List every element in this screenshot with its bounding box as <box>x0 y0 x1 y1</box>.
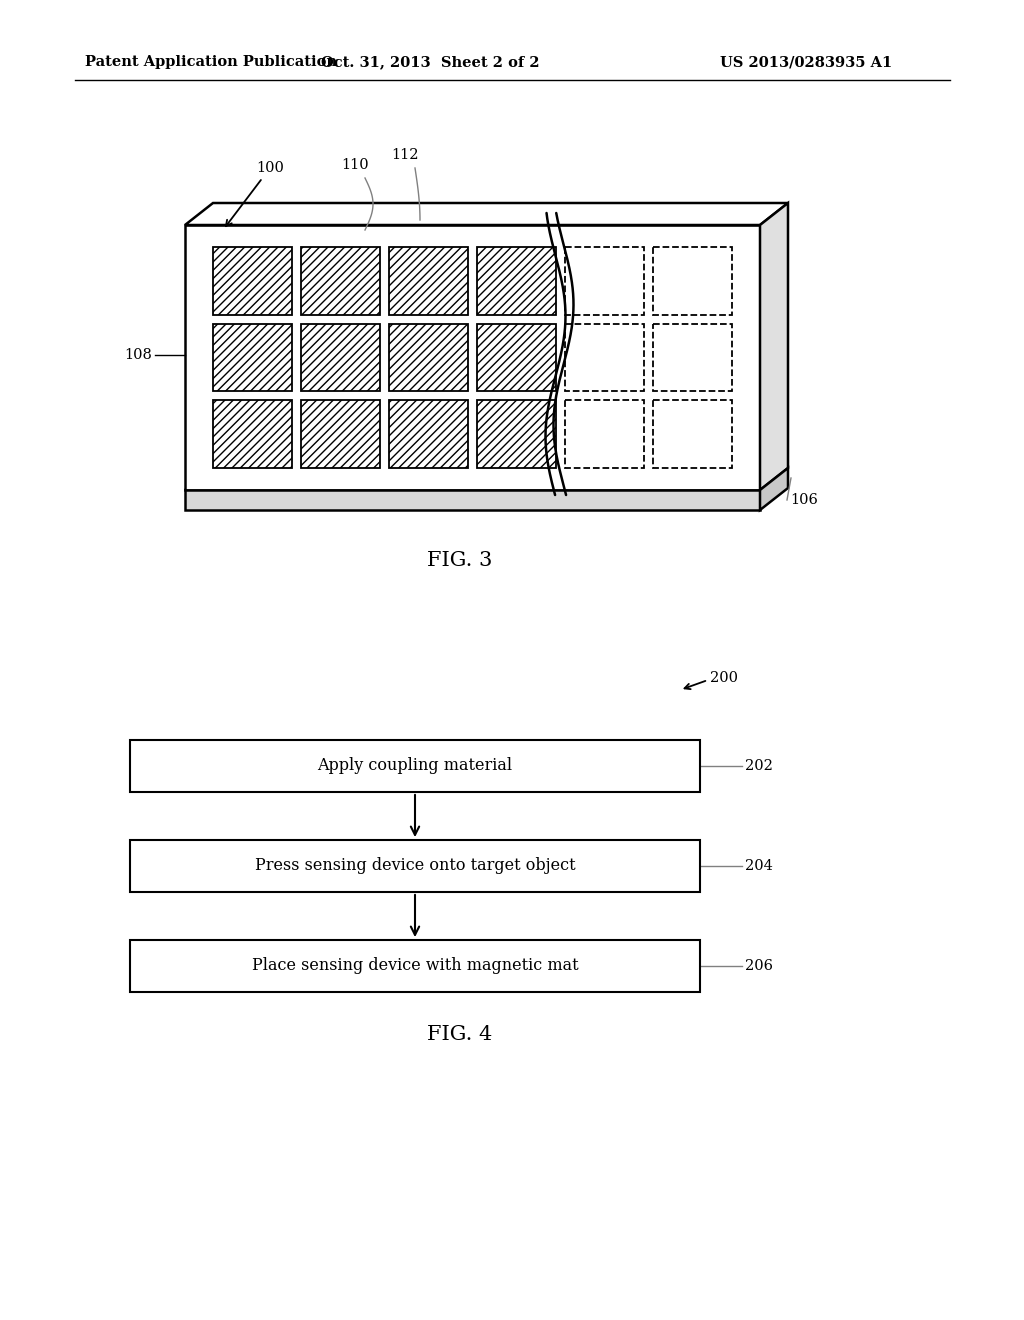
Polygon shape <box>185 203 788 224</box>
Text: Place sensing device with magnetic mat: Place sensing device with magnetic mat <box>252 957 579 974</box>
Text: 106: 106 <box>790 492 818 507</box>
Text: Apply coupling material: Apply coupling material <box>317 758 513 775</box>
Bar <box>213 323 292 391</box>
Bar <box>477 247 556 314</box>
Text: 112: 112 <box>391 148 419 162</box>
Bar <box>301 323 380 391</box>
Bar <box>389 323 468 391</box>
Bar <box>213 400 292 469</box>
Bar <box>130 940 700 993</box>
Bar <box>130 840 700 892</box>
Text: 202: 202 <box>745 759 773 774</box>
Bar <box>477 323 556 391</box>
Bar <box>389 247 468 314</box>
Bar <box>477 400 556 469</box>
Text: 110: 110 <box>341 158 369 172</box>
Bar <box>213 323 292 391</box>
Bar <box>565 247 644 314</box>
Bar <box>477 247 556 314</box>
Bar <box>477 400 556 469</box>
Bar <box>565 400 644 469</box>
Text: 108: 108 <box>124 348 152 362</box>
Bar <box>389 400 468 469</box>
Polygon shape <box>760 203 788 490</box>
Bar <box>389 247 468 314</box>
Bar <box>565 323 644 391</box>
Bar <box>301 400 380 469</box>
Bar <box>213 400 292 469</box>
Bar <box>389 323 468 391</box>
Text: 204: 204 <box>745 859 773 873</box>
Bar <box>213 247 292 314</box>
Text: FIG. 4: FIG. 4 <box>427 1026 493 1044</box>
Text: 200: 200 <box>710 671 738 685</box>
Bar <box>653 400 732 469</box>
Text: US 2013/0283935 A1: US 2013/0283935 A1 <box>720 55 892 69</box>
Polygon shape <box>760 469 788 510</box>
Text: Patent Application Publication: Patent Application Publication <box>85 55 337 69</box>
Bar <box>213 247 292 314</box>
Bar <box>389 400 468 469</box>
Polygon shape <box>185 469 788 490</box>
Bar <box>653 247 732 314</box>
Bar <box>301 323 380 391</box>
Bar <box>130 741 700 792</box>
Text: 100: 100 <box>226 161 284 226</box>
Bar <box>301 400 380 469</box>
Text: 206: 206 <box>745 960 773 973</box>
Text: Oct. 31, 2013  Sheet 2 of 2: Oct. 31, 2013 Sheet 2 of 2 <box>321 55 540 69</box>
Polygon shape <box>185 224 760 490</box>
Bar <box>301 247 380 314</box>
Polygon shape <box>185 490 760 510</box>
Text: FIG. 3: FIG. 3 <box>427 550 493 569</box>
Bar <box>477 323 556 391</box>
Bar <box>653 323 732 391</box>
Text: Press sensing device onto target object: Press sensing device onto target object <box>255 858 575 874</box>
Bar <box>301 247 380 314</box>
